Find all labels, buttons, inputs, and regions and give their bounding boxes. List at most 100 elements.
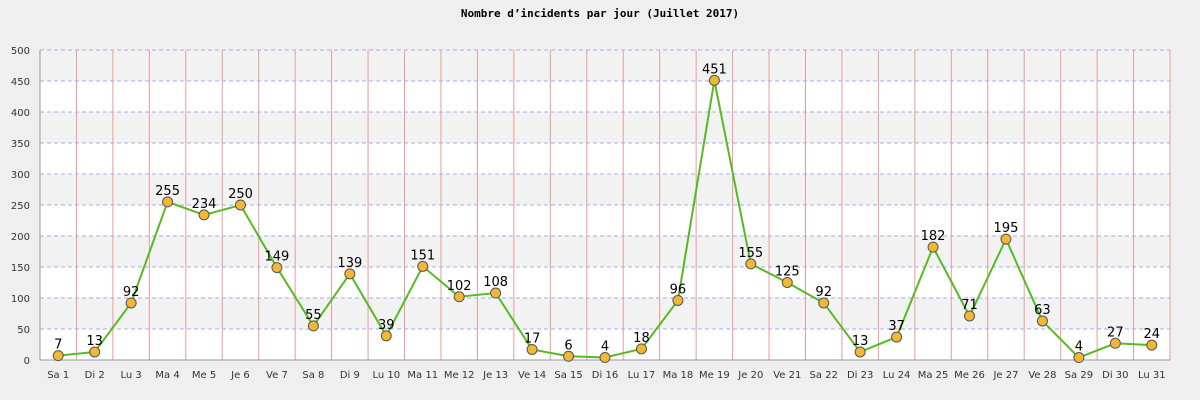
x-tick-label: Ma 11: [407, 370, 438, 381]
plot-band: [40, 174, 1170, 205]
data-point-marker: [1109, 337, 1121, 349]
x-tick-label: Di 2: [85, 370, 105, 381]
data-point-marker: [781, 277, 793, 288]
data-point-marker: [125, 297, 137, 309]
y-tick-label: 350: [11, 139, 30, 150]
data-value-label: 139: [337, 256, 362, 271]
x-tick-label: Me 5: [192, 370, 216, 381]
plot-band: [40, 81, 1170, 112]
x-tick-label: Di 9: [340, 370, 360, 381]
data-point-marker: [891, 331, 903, 343]
data-value-label: 4: [601, 340, 609, 355]
data-value-label: 234: [192, 197, 217, 212]
data-point-marker: [344, 268, 356, 280]
x-tick-label: Ma 18: [663, 370, 694, 381]
x-tick-label: Sa 29: [1065, 370, 1093, 381]
y-tick-label: 300: [11, 170, 30, 181]
data-value-label: 55: [305, 308, 322, 323]
data-point-marker: [234, 199, 246, 211]
x-tick-label: Di 16: [592, 370, 618, 381]
data-point-marker: [380, 330, 392, 342]
data-value-label: 63: [1034, 303, 1051, 318]
data-value-label: 182: [921, 229, 946, 244]
x-tick-label: Lu 17: [628, 370, 656, 381]
x-tick-label: Ma 25: [918, 370, 949, 381]
data-value-label: 39: [378, 318, 395, 333]
data-point-marker: [854, 346, 866, 358]
plot-band: [40, 236, 1170, 267]
data-point-marker: [271, 262, 283, 274]
x-tick-label: Lu 24: [883, 370, 911, 381]
plot-band: [40, 112, 1170, 143]
data-value-label: 27: [1107, 325, 1124, 340]
data-point-marker: [526, 343, 538, 355]
chart-title: Nombre d’incidents par jour (Juillet 201…: [461, 7, 739, 20]
data-value-label: 102: [447, 279, 472, 294]
data-value-label: 18: [633, 331, 650, 346]
x-tick-label: Ma 4: [155, 370, 179, 381]
y-tick-label: 450: [11, 77, 30, 88]
data-value-label: 125: [775, 265, 800, 280]
x-tick-label: Je 20: [737, 370, 763, 381]
data-point-marker: [927, 241, 939, 253]
data-point-marker: [1146, 339, 1158, 351]
data-point-marker: [818, 297, 830, 309]
x-tick-label: Me 26: [954, 370, 985, 381]
y-tick-label: 0: [24, 356, 30, 367]
x-tick-label: Me 19: [699, 370, 730, 381]
y-tick-label: 200: [11, 232, 30, 243]
data-point-marker: [1000, 233, 1012, 245]
y-tick-label: 400: [11, 108, 30, 119]
data-point-marker: [1036, 315, 1048, 327]
x-tick-label: Je 13: [482, 370, 508, 381]
x-tick-label: Ve 7: [266, 370, 288, 381]
horizontal-gridlines: [40, 49, 1170, 330]
plot-background: [40, 50, 1170, 360]
data-point-marker: [964, 310, 976, 322]
x-tick-label: Lu 3: [120, 370, 141, 381]
data-value-label: 155: [738, 246, 763, 261]
data-value-label: 250: [228, 187, 253, 202]
data-value-label: 4: [1075, 340, 1083, 355]
x-tick-label: Sa 8: [302, 370, 324, 381]
data-value-label: 451: [702, 62, 727, 77]
data-value-label: 7: [54, 338, 62, 353]
y-tick-label: 100: [11, 294, 30, 305]
y-tick-label: 50: [17, 325, 30, 336]
x-tick-label: Lu 10: [372, 370, 400, 381]
data-value-label: 24: [1144, 327, 1161, 342]
data-value-label: 13: [86, 334, 103, 349]
x-tick-label: Me 12: [444, 370, 475, 381]
y-tick-label: 250: [11, 201, 30, 212]
data-value-label: 17: [524, 331, 541, 346]
data-value-label: 149: [265, 250, 290, 265]
plot-band: [40, 267, 1170, 298]
data-point-marker: [635, 343, 647, 355]
x-tick-label: Sa 22: [810, 370, 838, 381]
data-point-marker: [599, 352, 611, 364]
data-point-marker: [453, 291, 465, 303]
data-point-marker: [162, 196, 174, 208]
data-value-label: 255: [155, 184, 180, 199]
data-markers: [52, 74, 1158, 364]
data-point-marker: [708, 74, 720, 86]
data-point-marker: [490, 287, 502, 299]
data-labels: 7 13 92 255 234 250 149 55 139 39 151 102 108 17 6 4 18 9…: [54, 62, 1160, 354]
x-tick-label: Je 27: [992, 370, 1018, 381]
x-tick-label: Je 6: [230, 370, 250, 381]
x-axis-ticks: Sa 1 Di 2 Lu 3 Ma 4 Me 5 Je 6 Ve 7 Sa 8 Di 9 Lu 1…: [47, 370, 1165, 381]
data-point-marker: [198, 209, 210, 221]
data-value-label: 37: [888, 319, 905, 334]
data-point-marker: [745, 258, 757, 270]
data-point-marker: [1073, 352, 1085, 364]
data-value-label: 13: [852, 334, 869, 349]
data-value-label: 151: [410, 248, 435, 263]
data-point-marker: [89, 346, 101, 358]
data-value-label: 71: [961, 298, 978, 313]
data-point-marker: [307, 320, 319, 332]
data-point-marker: [417, 260, 429, 272]
x-tick-label: Lu 31: [1138, 370, 1166, 381]
data-value-label: 6: [564, 338, 572, 353]
x-tick-label: Di 23: [847, 370, 873, 381]
